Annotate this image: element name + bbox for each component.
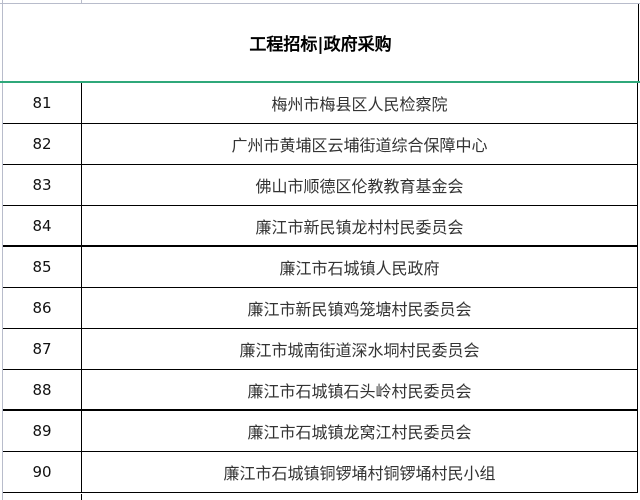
organization-name[interactable]: 梅州市梅县区人民检察院 — [271, 95, 448, 114]
row-number[interactable]: 85 — [3, 247, 82, 287]
table-row: 82 广州市黄埔区云埔街道综合保障中心 — [3, 124, 638, 165]
sheet-gridline-left — [2, 0, 3, 500]
organization-name[interactable]: 廉江市新民镇龙村村民委员会 — [255, 217, 464, 237]
table-row: 88 廉江市石城镇石头岭村民委员会 — [3, 370, 638, 411]
row-number[interactable]: 82 — [3, 124, 82, 164]
table-title: 工程招标|政府采购 — [3, 4, 639, 81]
row-number[interactable]: 89 — [3, 411, 82, 451]
sheet-gridline-top — [0, 3, 640, 4]
organization-name[interactable]: 广州市黄埔区云埔街道综合保障中心 — [231, 136, 488, 155]
organization-name[interactable]: 廉江市石城镇铜锣埇村铜锣埇村民小组 — [223, 464, 496, 483]
table-row: 83 佛山市顺德区伦教教育基金会 — [3, 165, 638, 206]
organization-name[interactable]: 廉江市新民镇鸡笼塘村民委员会 — [247, 300, 472, 319]
sheet-gridline-column — [81, 0, 82, 4]
organization-name[interactable]: 佛山市顺德区伦教教育基金会 — [255, 177, 464, 196]
table-row: 87 廉江市城南街道深水垌村民委员会 — [3, 329, 638, 370]
table-row: 89 廉江市石城镇龙窝江村民委员会 — [3, 411, 638, 452]
header-separator — [0, 81, 640, 83]
row-number[interactable]: 81 — [3, 83, 82, 123]
row-number[interactable]: 86 — [3, 288, 82, 328]
organization-name[interactable]: 廉江市城南街道深水垌村民委员会 — [239, 341, 480, 360]
row-number[interactable]: 90 — [3, 452, 82, 492]
table-body: 81 梅州市梅县区人民检察院 82 广州市黄埔区云埔街道综合保障中心 83 佛山市顺德… — [3, 83, 638, 493]
table-row: 85 廉江市石城镇人民政府 — [3, 247, 638, 288]
table-row: 81 梅州市梅县区人民检察院 — [3, 83, 638, 124]
organization-name[interactable]: 廉江市石城镇人民政府 — [279, 259, 440, 278]
row-number[interactable]: 88 — [3, 370, 82, 409]
organization-name[interactable]: 廉江市石城镇石头岭村民委员会 — [247, 381, 472, 401]
column-divider — [81, 494, 82, 500]
table-row: 86 廉江市新民镇鸡笼塘村民委员会 — [3, 288, 638, 329]
row-number[interactable]: 87 — [3, 329, 82, 369]
table-row: 84 廉江市新民镇龙村村民委员会 — [3, 206, 638, 247]
organization-name[interactable]: 廉江市石城镇龙窝江村民委员会 — [247, 423, 472, 442]
row-number[interactable]: 83 — [3, 165, 82, 205]
table-row: 90 廉江市石城镇铜锣埇村铜锣埇村民小组 — [3, 452, 638, 493]
row-number[interactable]: 84 — [3, 206, 82, 245]
